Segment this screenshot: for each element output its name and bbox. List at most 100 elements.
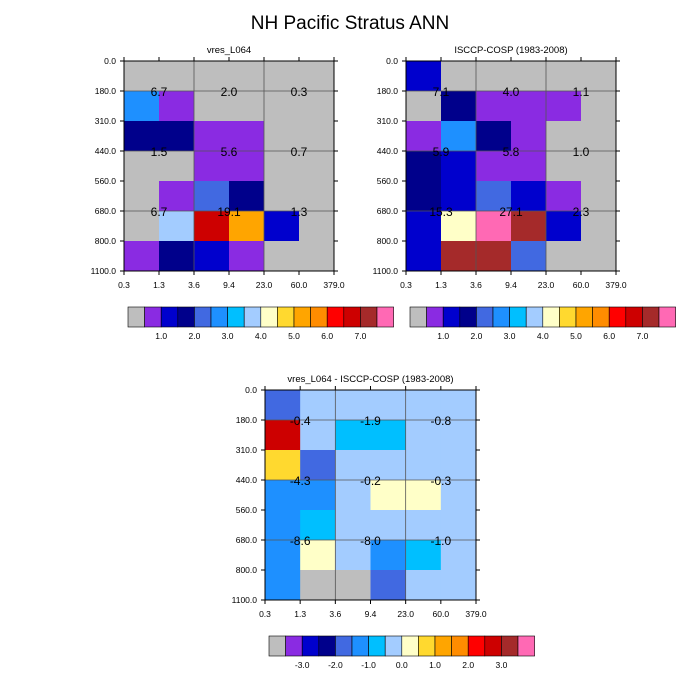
colorbar-swatch (351, 635, 369, 657)
colorbar-label: 0.0 (396, 660, 408, 670)
box-value-label: -0.2 (360, 474, 381, 488)
heatmap-cell (229, 91, 265, 122)
heatmap-cell (511, 91, 547, 122)
heatmap-cell (406, 181, 442, 212)
colorbar-swatch (210, 306, 228, 328)
colorbar-swatch (484, 635, 502, 657)
colorbar-swatch (285, 635, 303, 657)
colorbar-swatch (260, 306, 278, 328)
heatmap-cell (581, 211, 617, 242)
heatmap-cell (299, 241, 335, 272)
colorbar-swatch (517, 635, 535, 657)
y-tick-label: 440.0 (377, 146, 399, 156)
y-tick-label: 180.0 (95, 86, 117, 96)
x-tick-label: 9.4 (223, 280, 235, 290)
heatmap-cell (476, 151, 512, 182)
colorbar-label: 4.0 (537, 331, 549, 341)
heatmap-cell (335, 540, 371, 571)
box-value-label: 15.3 (429, 205, 453, 219)
colorbar-label: -2.0 (328, 660, 343, 670)
heatmap-cell (229, 121, 265, 152)
colorbar-swatch (559, 306, 577, 328)
heatmap-cell (406, 151, 442, 182)
colorbar-swatch (525, 306, 544, 328)
colorbar: 1.0 2.0 3.0 4.0 5.0 6.0 7.0 (409, 306, 676, 341)
box-value-label: 4.0 (503, 85, 520, 99)
heatmap-cell (124, 241, 160, 272)
panel-title: vres_L064 - ISCCP-COSP (1983-2008) (287, 374, 453, 385)
box-value-label: 0.3 (291, 85, 308, 99)
colorbar-swatch (467, 635, 486, 657)
heatmap-cell (370, 450, 407, 481)
box-value-label: 7.1 (433, 85, 450, 99)
heatmap-cell (229, 181, 265, 212)
heatmap-cell (406, 241, 442, 272)
colorbar-swatch (343, 306, 361, 328)
heatmap-cell (441, 151, 477, 182)
heatmap-cell (300, 540, 336, 571)
heatmap-cell (300, 450, 336, 481)
heatmap-cell (264, 211, 300, 242)
x-tick-label: 9.4 (505, 280, 517, 290)
colorbar-label: 6.0 (603, 331, 615, 341)
colorbar-swatch (459, 306, 477, 328)
heatmap-cell (511, 121, 547, 152)
heatmap-cell (370, 510, 407, 541)
colorbar-swatch (409, 306, 427, 328)
y-tick-label: 310.0 (95, 116, 117, 126)
colorbar-label: 3.0 (504, 331, 516, 341)
colorbar-swatch (144, 306, 162, 328)
heatmap-cell (265, 510, 301, 541)
heatmap-cell (406, 121, 442, 152)
heatmap-cell (581, 121, 617, 152)
colorbar-swatch (401, 635, 419, 657)
y-tick-label: 800.0 (377, 236, 399, 246)
chart-panel-1: vres_L064 0.3 1.3 3.6 9.4 23.0 60.0 379.0 0.0 180… (91, 45, 394, 341)
colorbar-swatch (301, 635, 320, 657)
heatmap-cell (581, 91, 617, 122)
heatmap-cell (300, 390, 336, 421)
heatmap-cell (264, 181, 300, 212)
heatmap-cell (299, 151, 335, 182)
heatmap-cell (299, 181, 335, 212)
colorbar-swatch (293, 306, 311, 328)
heatmap-cell (441, 61, 477, 92)
x-tick-label: 3.6 (329, 609, 341, 619)
heatmap-cell (265, 540, 301, 571)
box-value-label: 0.7 (291, 145, 308, 159)
y-tick-label: 560.0 (377, 176, 399, 186)
y-tick-label: 1100.0 (373, 266, 399, 276)
colorbar-swatch (227, 306, 245, 328)
heatmap-cell (335, 480, 371, 511)
colorbar: -3.0 -2.0 -1.0 0.0 1.0 2.0 3.0 (268, 635, 535, 670)
heatmap-cell (264, 121, 300, 152)
heatmap-cell (370, 540, 407, 571)
box-value-label: 5.8 (503, 145, 520, 159)
y-tick-label: 560.0 (95, 176, 117, 186)
heatmap-cell (476, 61, 512, 92)
x-tick-label: 60.0 (573, 280, 590, 290)
heatmap-cell (405, 420, 442, 451)
heatmap-cell (511, 211, 547, 242)
heatmap-cell (335, 420, 371, 451)
colorbar-label: 6.0 (321, 331, 333, 341)
colorbar-swatch (160, 306, 179, 328)
box-value-label: 5.6 (221, 145, 238, 159)
colorbar-swatch (575, 306, 593, 328)
heatmap-cell (124, 211, 160, 242)
heatmap-cell (546, 121, 582, 152)
heatmap-cell (405, 510, 442, 541)
y-tick-label: 800.0 (236, 565, 258, 575)
colorbar-swatch (326, 306, 345, 328)
chart-panel-3: vres_L064 - ISCCP-COSP (1983-2008) 0.3 1.3… (232, 374, 535, 670)
heatmap-cell (300, 510, 336, 541)
colorbar-swatch (642, 306, 660, 328)
y-tick-label: 680.0 (236, 535, 258, 545)
x-tick-label: 1.3 (294, 609, 306, 619)
box-value-label: 2.3 (573, 205, 590, 219)
colorbar-label: 5.0 (570, 331, 582, 341)
box-value-label: -8.0 (360, 534, 381, 548)
heatmap-cell (406, 91, 442, 122)
heatmap-cell (265, 480, 301, 511)
